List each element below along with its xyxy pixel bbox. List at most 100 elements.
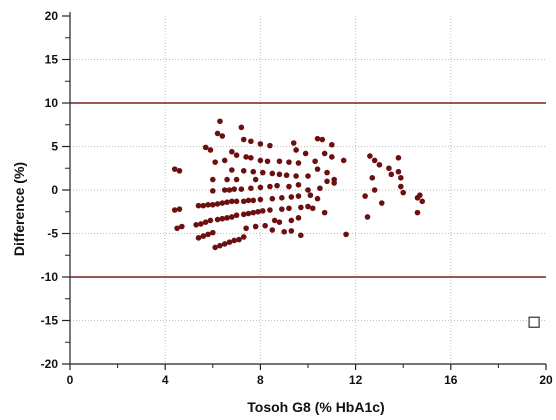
data-point: [267, 207, 273, 213]
data-point: [224, 176, 230, 183]
y-tick-label: 20: [45, 9, 59, 23]
data-point: [212, 244, 218, 251]
data-point: [283, 172, 290, 179]
data-point: [250, 197, 257, 204]
data-point: [267, 183, 273, 190]
data-point: [290, 140, 297, 146]
x-tick-label: 0: [67, 373, 74, 387]
data-point: [257, 157, 264, 164]
data-point: [400, 189, 407, 196]
data-point: [267, 142, 273, 149]
data-point: [210, 229, 216, 236]
data-point: [176, 168, 183, 174]
data-point: [210, 176, 216, 183]
data-point: [243, 154, 249, 160]
data-point: [369, 175, 376, 181]
y-axis-title: Difference (%): [11, 162, 27, 256]
data-point: [202, 144, 209, 151]
data-point: [229, 198, 235, 205]
data-point: [259, 169, 266, 176]
data-point: [329, 154, 335, 160]
y-tick-label: -10: [41, 270, 59, 284]
data-point: [238, 186, 245, 192]
data-point: [331, 180, 337, 186]
data-point: [324, 178, 330, 185]
data-point: [295, 193, 302, 199]
y-tick-label: -20: [41, 357, 59, 371]
data-point: [362, 193, 368, 199]
y-tick-label: 0: [51, 183, 58, 197]
data-point: [217, 118, 223, 125]
data-point: [376, 161, 383, 168]
data-point: [271, 217, 278, 224]
data-point: [309, 205, 316, 212]
data-point: [224, 199, 230, 205]
data-point: [214, 216, 221, 223]
data-point: [305, 173, 311, 179]
data-point: [262, 222, 268, 229]
data-point: [214, 130, 221, 137]
data-point: [417, 192, 423, 199]
y-tick-label: -15: [41, 314, 59, 328]
data-point: [269, 170, 276, 177]
data-point: [276, 219, 283, 225]
data-point: [324, 169, 330, 176]
data-point: [226, 187, 233, 193]
y-tick-label: 5: [51, 140, 58, 154]
data-point: [378, 200, 385, 206]
data-point: [210, 188, 216, 194]
data-point: [248, 138, 254, 145]
data-point: [236, 236, 242, 243]
x-tick-label: 20: [539, 373, 553, 387]
data-point: [305, 203, 311, 210]
data-point: [231, 237, 238, 244]
data-point: [226, 239, 233, 245]
data-point: [314, 195, 321, 202]
data-point: [221, 187, 228, 193]
y-tick-label: -5: [47, 227, 58, 241]
data-point: [419, 198, 426, 205]
data-point: [259, 208, 266, 214]
open-square-marker: [528, 316, 540, 328]
data-point: [219, 215, 226, 222]
data-point: [212, 159, 218, 165]
data-point: [195, 235, 202, 241]
data-point: [281, 228, 288, 235]
data-point: [233, 152, 240, 158]
data-point: [371, 157, 378, 164]
data-point: [288, 217, 295, 224]
data-point: [276, 171, 283, 178]
data-point: [238, 124, 245, 131]
data-point: [286, 205, 292, 212]
data-point: [293, 147, 299, 153]
data-point: [386, 165, 392, 172]
data-point: [250, 168, 257, 175]
data-point: [200, 202, 207, 209]
data-point: [364, 214, 371, 220]
data-point: [307, 192, 314, 199]
data-point: [279, 206, 285, 212]
data-point: [240, 198, 247, 205]
x-tick-label: 4: [162, 373, 169, 387]
data-point: [414, 209, 421, 216]
data-point: [179, 223, 185, 230]
data-point: [198, 221, 204, 227]
data-point: [302, 150, 309, 157]
data-point: [248, 155, 254, 161]
data-point: [171, 166, 178, 172]
data-point: [314, 135, 321, 142]
data-point: [224, 215, 230, 221]
data-point: [171, 207, 178, 213]
data-point: [286, 183, 292, 190]
data-point: [193, 222, 199, 228]
x-tick-label: 16: [444, 373, 458, 387]
data-point: [257, 184, 264, 191]
data-point: [298, 232, 304, 239]
data-point: [286, 159, 292, 165]
data-point: [321, 150, 328, 157]
data-point: [252, 176, 259, 183]
data-point: [317, 185, 323, 192]
data-point: [243, 225, 249, 232]
data-point: [229, 214, 235, 220]
data-point: [200, 233, 207, 239]
